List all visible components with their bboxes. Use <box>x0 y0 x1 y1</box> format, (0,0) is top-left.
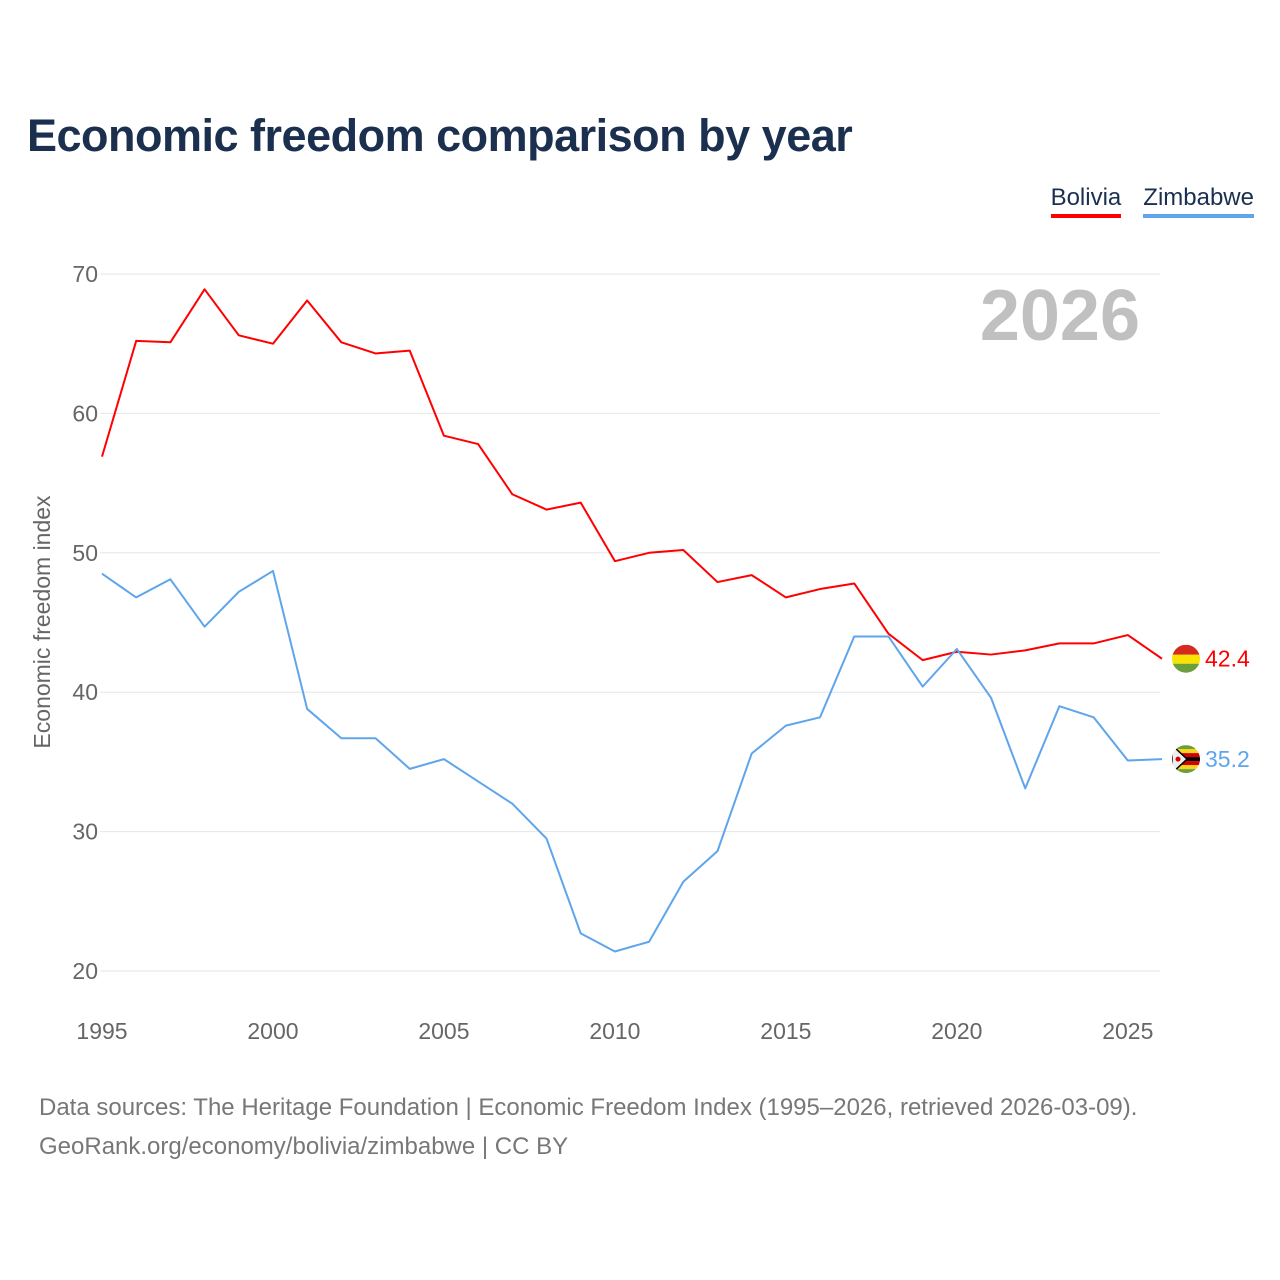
y-tick-label: 40 <box>72 679 98 705</box>
year-watermark: 2026 <box>980 276 1140 356</box>
y-tick-label: 20 <box>72 958 98 984</box>
footer-link[interactable]: GeoRank.org/economy/bolivia/zimbabwe | C… <box>39 1133 569 1160</box>
end-value-label: 35.2 <box>1205 746 1250 772</box>
y-tick-label: 30 <box>72 819 98 845</box>
x-tick-label: 2005 <box>418 1018 469 1044</box>
flag-icon-zimbabwe <box>1172 745 1200 774</box>
legend-bolivia[interactable]: Bolivia <box>1050 184 1122 218</box>
x-tick-label: 2015 <box>760 1018 811 1044</box>
y-tick-label: 50 <box>72 540 98 566</box>
legend-zimbabwe[interactable]: Zimbabwe <box>1143 184 1254 218</box>
footer: Data sources: The Heritage Foundation | … <box>39 1088 1137 1166</box>
series-line-bolivia <box>101 288 1163 662</box>
y-tick-label: 70 <box>72 261 98 287</box>
x-tick-label: 2010 <box>589 1018 640 1044</box>
x-tick-label: 2000 <box>247 1018 298 1044</box>
flag-icon-bolivia <box>1172 644 1200 673</box>
chart-title: Economic freedom comparison by year <box>27 110 853 161</box>
x-tick-label: 1995 <box>76 1018 127 1044</box>
legend: Bolivia Zimbabwe <box>1050 184 1254 218</box>
x-tick-label: 2025 <box>1102 1018 1153 1044</box>
series-line-zimbabwe <box>101 569 1163 953</box>
y-tick-label: 60 <box>72 400 98 426</box>
end-value-label: 42.4 <box>1205 646 1250 672</box>
x-tick-label: 2020 <box>931 1018 982 1044</box>
footer-sources: Data sources: The Heritage Foundation | … <box>39 1094 1138 1121</box>
y-axis-label: Economic freedom index <box>29 495 55 749</box>
